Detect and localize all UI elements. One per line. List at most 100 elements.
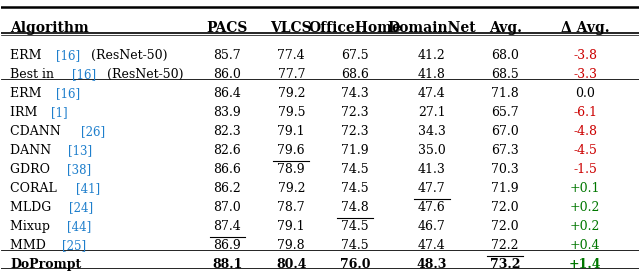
Text: -6.1: -6.1 [573,106,597,119]
Text: -4.8: -4.8 [573,125,597,138]
Text: ERM: ERM [10,49,46,62]
Text: 47.7: 47.7 [418,182,445,195]
Text: 67.0: 67.0 [492,125,519,138]
Text: 79.2: 79.2 [278,87,305,100]
Text: +0.2: +0.2 [570,201,600,214]
Text: 86.9: 86.9 [214,239,241,253]
Text: Avg.: Avg. [489,21,522,35]
Text: 41.3: 41.3 [418,163,445,176]
Text: 85.7: 85.7 [214,49,241,62]
Text: Algorithm: Algorithm [10,21,89,35]
Text: 79.5: 79.5 [278,106,305,119]
Text: [1]: [1] [51,106,67,119]
Text: [41]: [41] [76,182,100,195]
Text: 82.3: 82.3 [214,125,241,138]
Text: VLCS: VLCS [271,21,312,35]
Text: 82.6: 82.6 [214,144,241,157]
Text: MMD: MMD [10,239,50,253]
Text: 79.2: 79.2 [278,182,305,195]
Text: 68.6: 68.6 [341,68,369,81]
Text: 71.8: 71.8 [492,87,519,100]
Text: 68.0: 68.0 [492,49,519,62]
Text: 74.5: 74.5 [341,163,369,176]
Text: 67.3: 67.3 [492,144,519,157]
Text: 48.3: 48.3 [417,259,447,271]
Text: CDANN: CDANN [10,125,65,138]
Text: 79.6: 79.6 [278,144,305,157]
Text: -3.8: -3.8 [573,49,597,62]
Text: 78.7: 78.7 [278,201,305,214]
Text: 76.0: 76.0 [340,259,371,271]
Text: CORAL: CORAL [10,182,61,195]
Text: Mixup: Mixup [10,220,54,233]
Text: 87.0: 87.0 [214,201,241,214]
Text: 72.3: 72.3 [341,106,369,119]
Text: -3.3: -3.3 [573,68,597,81]
Text: 74.5: 74.5 [341,239,369,253]
Text: 79.8: 79.8 [278,239,305,253]
Text: 78.9: 78.9 [278,163,305,176]
Text: 86.6: 86.6 [214,163,241,176]
Text: 35.0: 35.0 [418,144,445,157]
Text: 34.3: 34.3 [418,125,445,138]
Text: Δ Avg.: Δ Avg. [561,21,609,35]
Text: DANN: DANN [10,144,56,157]
Text: [25]: [25] [61,239,86,253]
Text: 74.8: 74.8 [341,201,369,214]
Text: [16]: [16] [72,68,96,81]
Text: 77.4: 77.4 [278,49,305,62]
Text: 41.2: 41.2 [418,49,445,62]
Text: 72.0: 72.0 [492,220,519,233]
Text: 74.5: 74.5 [341,220,369,233]
Text: DomainNet: DomainNet [387,21,476,35]
Text: 70.3: 70.3 [492,163,519,176]
Text: 74.3: 74.3 [341,87,369,100]
Text: MLDG: MLDG [10,201,56,214]
Text: +0.4: +0.4 [570,239,600,253]
Text: [24]: [24] [68,201,93,214]
Text: PACS: PACS [207,21,248,35]
Text: 67.5: 67.5 [341,49,369,62]
Text: 79.1: 79.1 [278,220,305,233]
Text: 71.9: 71.9 [492,182,519,195]
Text: OfficeHome: OfficeHome [308,21,401,35]
Text: 41.8: 41.8 [418,68,445,81]
Text: (ResNet-50): (ResNet-50) [103,68,184,81]
Text: +1.4: +1.4 [569,259,601,271]
Text: -1.5: -1.5 [573,163,597,176]
Text: ERM: ERM [10,87,46,100]
Text: 88.1: 88.1 [212,259,243,271]
Text: 74.5: 74.5 [341,182,369,195]
Text: 47.6: 47.6 [418,201,445,214]
Text: 72.0: 72.0 [492,201,519,214]
Text: 86.0: 86.0 [214,68,241,81]
Text: 47.4: 47.4 [418,87,445,100]
Text: 65.7: 65.7 [492,106,519,119]
Text: +0.2: +0.2 [570,220,600,233]
Text: 83.9: 83.9 [214,106,241,119]
Text: (ResNet-50): (ResNet-50) [87,49,168,62]
Text: 79.1: 79.1 [278,125,305,138]
Text: DoPrompt: DoPrompt [10,259,81,271]
Text: 71.9: 71.9 [341,144,369,157]
Text: [16]: [16] [56,87,80,100]
Text: 27.1: 27.1 [418,106,445,119]
Text: [44]: [44] [67,220,91,233]
Text: [13]: [13] [68,144,93,157]
Text: +0.1: +0.1 [570,182,600,195]
Text: GDRO: GDRO [10,163,54,176]
Text: IRM: IRM [10,106,42,119]
Text: 72.2: 72.2 [492,239,519,253]
Text: [16]: [16] [56,49,80,62]
Text: 87.4: 87.4 [214,220,241,233]
Text: 47.4: 47.4 [418,239,445,253]
Text: [26]: [26] [81,125,105,138]
Text: -4.5: -4.5 [573,144,597,157]
Text: Best in: Best in [10,68,58,81]
Text: 72.3: 72.3 [341,125,369,138]
Text: 80.4: 80.4 [276,259,307,271]
Text: 46.7: 46.7 [418,220,445,233]
Text: [38]: [38] [67,163,91,176]
Text: 86.4: 86.4 [214,87,241,100]
Text: 86.2: 86.2 [214,182,241,195]
